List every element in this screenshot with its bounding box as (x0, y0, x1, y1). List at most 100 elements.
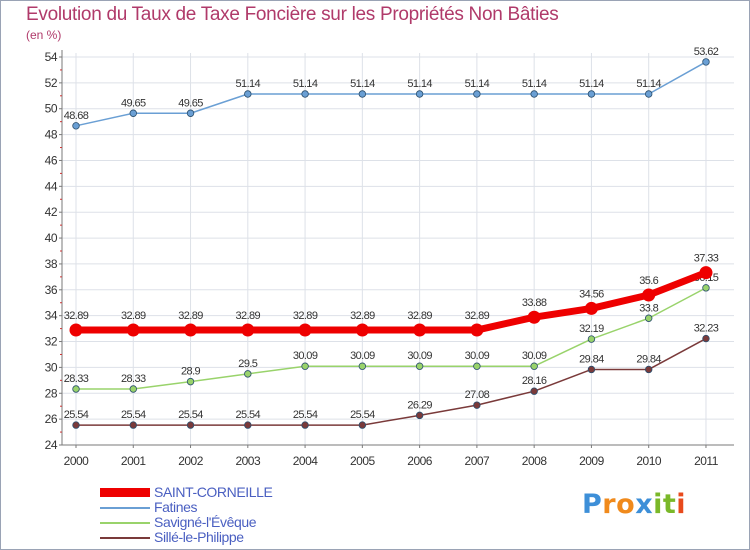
data-label: 26.29 (407, 399, 432, 411)
series-savign-l-v-que: 28.33 28.33 28.9 29.5 30.09 30.09 30.09 30.09 30… (64, 272, 719, 393)
logo-letter: r (602, 489, 617, 520)
data-point (645, 365, 653, 374)
data-point (126, 323, 140, 337)
data-label: 28.33 (121, 373, 146, 385)
data-point (355, 323, 369, 337)
data-label: 32.89 (407, 310, 432, 322)
data-point (301, 362, 309, 370)
data-point (72, 385, 80, 393)
data-label: 28.33 (64, 373, 89, 385)
series-fatines: 48.68 49.65 49.65 51.14 51.14 51.14 51.14 51.14… (64, 46, 719, 130)
logo-letter: i (676, 489, 687, 520)
data-label: 51.14 (522, 78, 547, 90)
data-label: 25.54 (350, 409, 375, 421)
logo-letter: P (582, 489, 603, 520)
data-point (587, 365, 596, 374)
legend-swatch (100, 507, 150, 509)
y-tick-label: 36 (45, 283, 58, 297)
data-point (530, 362, 538, 370)
data-point (699, 266, 713, 280)
data-label: 32.89 (236, 310, 261, 322)
data-point (645, 314, 653, 322)
data-label: 30.09 (293, 350, 318, 362)
legend-label: Sillé-le-Philippe (154, 529, 244, 545)
y-tick-label: 24 (45, 438, 58, 452)
data-point (186, 109, 195, 117)
data-point (473, 401, 481, 409)
data-label: 51.14 (293, 78, 318, 90)
data-label: 32.89 (465, 310, 490, 322)
data-label: 32.19 (579, 323, 604, 335)
y-axis-unit-label: (en %) (26, 28, 62, 42)
x-tick-label: 2001 (121, 454, 147, 468)
data-point (587, 90, 596, 98)
data-point (184, 323, 198, 337)
data-label: 32.89 (178, 310, 203, 322)
data-point (241, 323, 255, 337)
data-point (415, 362, 424, 370)
x-tick-label: 2006 (407, 454, 433, 468)
data-point (473, 90, 481, 98)
logo-letter: i (653, 489, 663, 520)
data-label: 30.09 (465, 350, 490, 362)
data-point (530, 90, 538, 98)
data-label: 51.14 (579, 78, 604, 90)
y-tick-label: 50 (45, 102, 58, 116)
data-label: 27.08 (465, 389, 490, 401)
x-tick-label: 2008 (522, 454, 548, 468)
data-label: 32.89 (293, 310, 318, 322)
y-tick-label: 32 (45, 335, 58, 349)
data-label: 49.65 (121, 97, 146, 109)
series-line (76, 287, 707, 390)
x-tick-label: 2002 (178, 454, 204, 468)
x-tick-label: 2009 (579, 454, 605, 468)
data-point (129, 109, 137, 117)
data-point (244, 421, 252, 429)
data-label: 49.65 (178, 97, 203, 109)
data-point (413, 323, 427, 337)
logo-letter: x (635, 489, 654, 520)
y-tick-label: 26 (45, 412, 58, 426)
logo-letter: o (616, 489, 636, 520)
data-label: 33.8 (639, 302, 658, 314)
data-point (642, 288, 656, 302)
legend-swatch (100, 522, 150, 524)
data-label: 29.84 (579, 353, 604, 365)
data-point (72, 122, 80, 130)
data-point (186, 421, 195, 429)
data-point (645, 90, 653, 98)
data-point (584, 301, 598, 315)
data-label: 33.88 (522, 297, 547, 309)
x-tick-label: 2003 (235, 454, 261, 468)
y-tick-label: 30 (45, 360, 58, 374)
data-point (301, 90, 309, 98)
legend-label: Savigné-l'Évêque (154, 514, 257, 530)
data-point (298, 323, 312, 337)
data-point (129, 421, 137, 429)
data-label: 32.23 (694, 323, 719, 335)
series-sill-le-philippe: 25.54 25.54 25.54 25.54 25.54 25.54 26.29 27.08… (64, 323, 719, 429)
data-label: 35.6 (639, 275, 658, 287)
data-label: 37.33 (694, 253, 719, 265)
logo-letter: t (662, 489, 677, 520)
series-saint-corneille: 32.89 32.89 32.89 32.89 32.89 32.89 32.89 32.89… (64, 253, 719, 337)
y-tick-label: 34 (45, 309, 58, 323)
data-label: 32.89 (350, 310, 375, 322)
y-tick-label: 42 (45, 205, 58, 219)
data-point (244, 370, 252, 378)
data-label: 28.16 (522, 375, 547, 387)
data-label: 25.54 (64, 409, 89, 421)
data-point (473, 362, 481, 370)
series-line (75, 61, 707, 127)
legend-swatch (100, 488, 150, 497)
data-label: 30.09 (350, 350, 375, 362)
data-point (587, 335, 596, 343)
legend-swatch (100, 537, 150, 539)
data-label: 25.54 (121, 409, 146, 421)
chart-title: Evolution du Taux de Taxe Foncière sur l… (26, 4, 559, 25)
y-tick-label: 48 (45, 128, 58, 142)
y-tick-label: 54 (45, 50, 58, 64)
x-tick-label: 2010 (636, 454, 662, 468)
data-point (415, 411, 424, 420)
data-point (72, 421, 80, 429)
